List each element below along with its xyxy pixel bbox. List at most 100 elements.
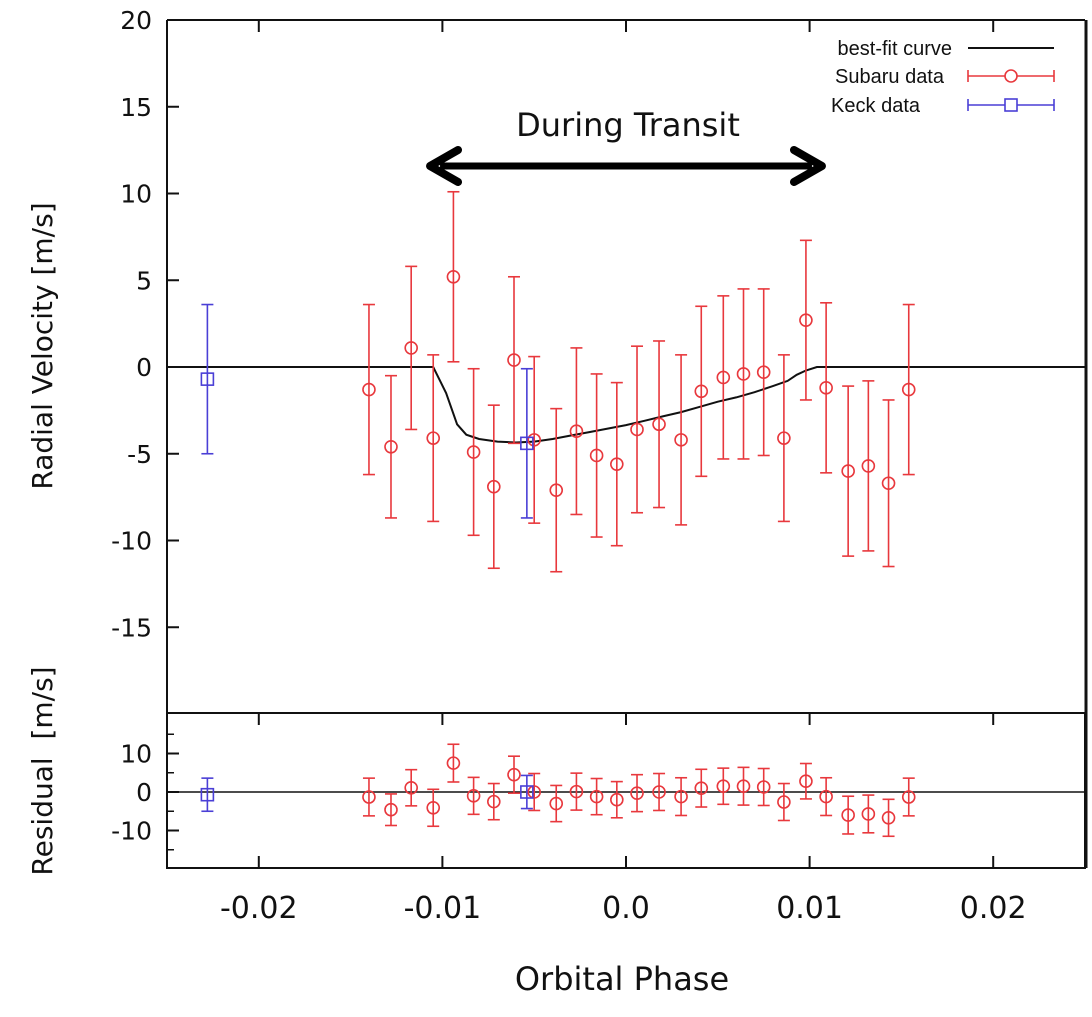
data-marker bbox=[841, 464, 855, 478]
transit-annotation: During Transit bbox=[426, 106, 826, 186]
data-marker bbox=[819, 381, 833, 395]
subaru-point bbox=[549, 407, 564, 573]
y-tick-label: -5 bbox=[127, 440, 152, 469]
legend-swatch-subaru bbox=[967, 69, 1055, 83]
y-tick-label: -10 bbox=[111, 527, 152, 556]
subaru-residual-point bbox=[384, 793, 398, 827]
data-marker bbox=[901, 382, 916, 397]
keck-residuals bbox=[200, 774, 534, 813]
data-marker bbox=[426, 800, 441, 815]
data-marker bbox=[881, 476, 896, 491]
y-tick-label: -15 bbox=[111, 613, 152, 642]
subaru-residual-point bbox=[507, 755, 521, 794]
main-y-tick-labels: 20 15 10 5 0 -5 -10 -15 bbox=[111, 6, 152, 642]
data-marker bbox=[569, 424, 584, 438]
data-marker bbox=[819, 789, 833, 804]
data-marker bbox=[487, 479, 501, 494]
data-marker bbox=[799, 774, 813, 789]
data-marker bbox=[362, 382, 376, 397]
subaru-residual-point bbox=[901, 777, 916, 817]
subaru-point bbox=[819, 302, 833, 474]
x-axis-title: Orbital Phase bbox=[515, 960, 729, 998]
arrow-head-left bbox=[426, 146, 463, 186]
data-marker bbox=[569, 784, 584, 799]
subaru-residual-point bbox=[362, 777, 376, 817]
data-marker bbox=[610, 792, 624, 807]
data-marker bbox=[507, 767, 521, 782]
subaru-residual-point bbox=[881, 798, 896, 838]
subaru-point bbox=[630, 345, 644, 514]
legend: best-fit curve Subaru data Keck data bbox=[831, 38, 1055, 117]
data-marker bbox=[610, 457, 624, 471]
data-marker bbox=[589, 448, 604, 463]
data-marker bbox=[527, 433, 542, 447]
data-marker bbox=[549, 483, 564, 497]
residual-y-tick-label: -10 bbox=[111, 817, 152, 846]
data-marker bbox=[200, 787, 215, 802]
subaru-point bbox=[652, 340, 666, 509]
data-marker bbox=[736, 367, 751, 381]
best-fit-line bbox=[167, 366, 1085, 444]
data-marker bbox=[507, 353, 521, 367]
x-tick-label: -0.02 bbox=[220, 891, 298, 926]
data-marker bbox=[652, 417, 666, 432]
double-arrow-icon bbox=[426, 146, 826, 186]
best-fit-curve bbox=[167, 366, 1085, 444]
subaru-point bbox=[466, 367, 481, 537]
data-marker bbox=[694, 781, 709, 795]
y-axis-title: Radial Velocity [m/s] bbox=[26, 202, 59, 489]
x-tick-label: -0.01 bbox=[404, 891, 482, 926]
subaru-point bbox=[756, 288, 771, 457]
data-marker bbox=[404, 780, 418, 795]
subaru-residual-point bbox=[487, 782, 501, 821]
legend-label-keck: Keck data bbox=[831, 95, 921, 117]
subaru-point bbox=[841, 385, 855, 557]
transit-label: During Transit bbox=[516, 106, 740, 144]
data-marker bbox=[630, 422, 644, 437]
data-marker bbox=[630, 786, 644, 800]
y-tick-label: 15 bbox=[120, 93, 152, 122]
subaru-point bbox=[861, 380, 876, 552]
subaru-residual-point bbox=[404, 768, 418, 807]
data-marker bbox=[674, 433, 688, 447]
data-marker bbox=[777, 431, 791, 445]
y-tick-label: 0 bbox=[136, 353, 152, 382]
subaru-residual-point bbox=[694, 768, 709, 808]
subaru-residual-point bbox=[819, 776, 833, 817]
subaru-point bbox=[694, 305, 709, 478]
arrow-head-right bbox=[789, 146, 826, 186]
data-marker bbox=[694, 384, 709, 399]
subaru-point bbox=[736, 288, 751, 460]
legend-label-fit: best-fit curve bbox=[838, 38, 952, 60]
subaru-residual-point bbox=[716, 767, 731, 806]
subaru-point bbox=[426, 354, 441, 523]
subaru-residual-point bbox=[549, 784, 564, 823]
data-marker bbox=[861, 807, 876, 821]
data-marker bbox=[756, 365, 771, 380]
data-marker bbox=[426, 431, 441, 445]
subaru-residual-point bbox=[466, 776, 481, 816]
data-marker bbox=[466, 445, 481, 459]
residual-y-tick-label: 0 bbox=[136, 778, 152, 807]
keck-point bbox=[520, 367, 534, 519]
subaru-residual-point bbox=[777, 782, 791, 822]
subaru-point bbox=[446, 190, 461, 363]
data-marker bbox=[674, 789, 688, 804]
data-marker bbox=[520, 436, 534, 451]
subaru-residual-point bbox=[610, 780, 624, 819]
subaru-residual-point bbox=[756, 767, 771, 807]
y-tick-label: 5 bbox=[136, 266, 152, 295]
subaru-point bbox=[716, 295, 731, 460]
data-marker bbox=[520, 785, 534, 799]
y-tick-label: 20 bbox=[120, 6, 152, 35]
subaru-residual-point bbox=[652, 772, 666, 812]
subaru-point bbox=[384, 374, 398, 519]
keck-residual-point bbox=[200, 777, 215, 813]
subaru-point bbox=[881, 399, 896, 568]
subaru-point bbox=[507, 275, 521, 445]
keck-point bbox=[200, 303, 215, 455]
subaru-residuals bbox=[362, 743, 916, 838]
x-tick-label: 0.01 bbox=[776, 891, 843, 926]
subaru-point bbox=[569, 347, 584, 516]
